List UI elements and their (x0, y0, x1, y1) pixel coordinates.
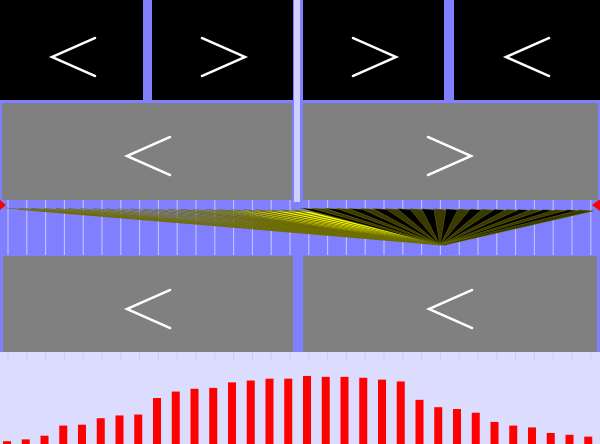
panel-middle-1[interactable] (2, 103, 292, 200)
bar (434, 407, 443, 444)
right-marker-icon[interactable] (592, 200, 600, 211)
bar (415, 399, 424, 444)
bars-gridlines (7, 352, 592, 360)
bar (96, 418, 105, 444)
bar (153, 398, 161, 444)
chevron-left-icon (123, 288, 172, 330)
left-marker-icon[interactable] (0, 200, 6, 210)
chevron-right-icon (200, 36, 249, 78)
bar (171, 391, 180, 444)
bar (584, 436, 593, 444)
bars-group (3, 375, 593, 444)
chevron-right-icon (426, 135, 475, 177)
panel-top-1[interactable] (0, 0, 143, 100)
bar (453, 409, 461, 444)
bar (528, 427, 536, 444)
bar (78, 424, 86, 444)
bar (228, 382, 236, 444)
bar (509, 425, 518, 444)
bar (265, 378, 274, 444)
bar (359, 377, 368, 444)
divider-vertical-bottom (294, 256, 302, 352)
panel-top-3[interactable] (303, 0, 444, 100)
bar (396, 381, 405, 444)
bar (471, 412, 480, 444)
ribbon-twist (5, 207, 594, 246)
ribbon-strip (0, 200, 600, 255)
bar (3, 441, 11, 444)
bar (21, 439, 30, 444)
bar (378, 379, 386, 444)
bar (59, 425, 68, 444)
panel-bottom-1[interactable] (3, 256, 293, 352)
chevron-left-icon (123, 135, 172, 177)
panel-bottom-2[interactable] (303, 256, 597, 352)
chevron-right-icon (351, 36, 400, 78)
bar (565, 434, 574, 444)
bar (546, 432, 555, 444)
panel-top-4[interactable] (454, 0, 600, 100)
bar (209, 387, 218, 444)
bar (340, 376, 349, 444)
divider-vertical (294, 0, 300, 202)
bar (134, 414, 143, 444)
bar (490, 421, 499, 444)
panel-top-2[interactable] (152, 0, 293, 100)
chevron-left-icon (502, 36, 551, 78)
chevron-left-icon (425, 288, 474, 330)
bar (40, 435, 49, 444)
bar (321, 376, 330, 444)
chevron-left-icon (48, 36, 97, 78)
bars-panel (0, 352, 600, 444)
panel-middle-2[interactable] (303, 103, 598, 200)
bar (246, 380, 255, 444)
bar (115, 415, 124, 444)
bar (303, 375, 311, 444)
bar (284, 378, 293, 444)
ribbon-segment-dark (439, 209, 594, 246)
bar (190, 388, 199, 444)
